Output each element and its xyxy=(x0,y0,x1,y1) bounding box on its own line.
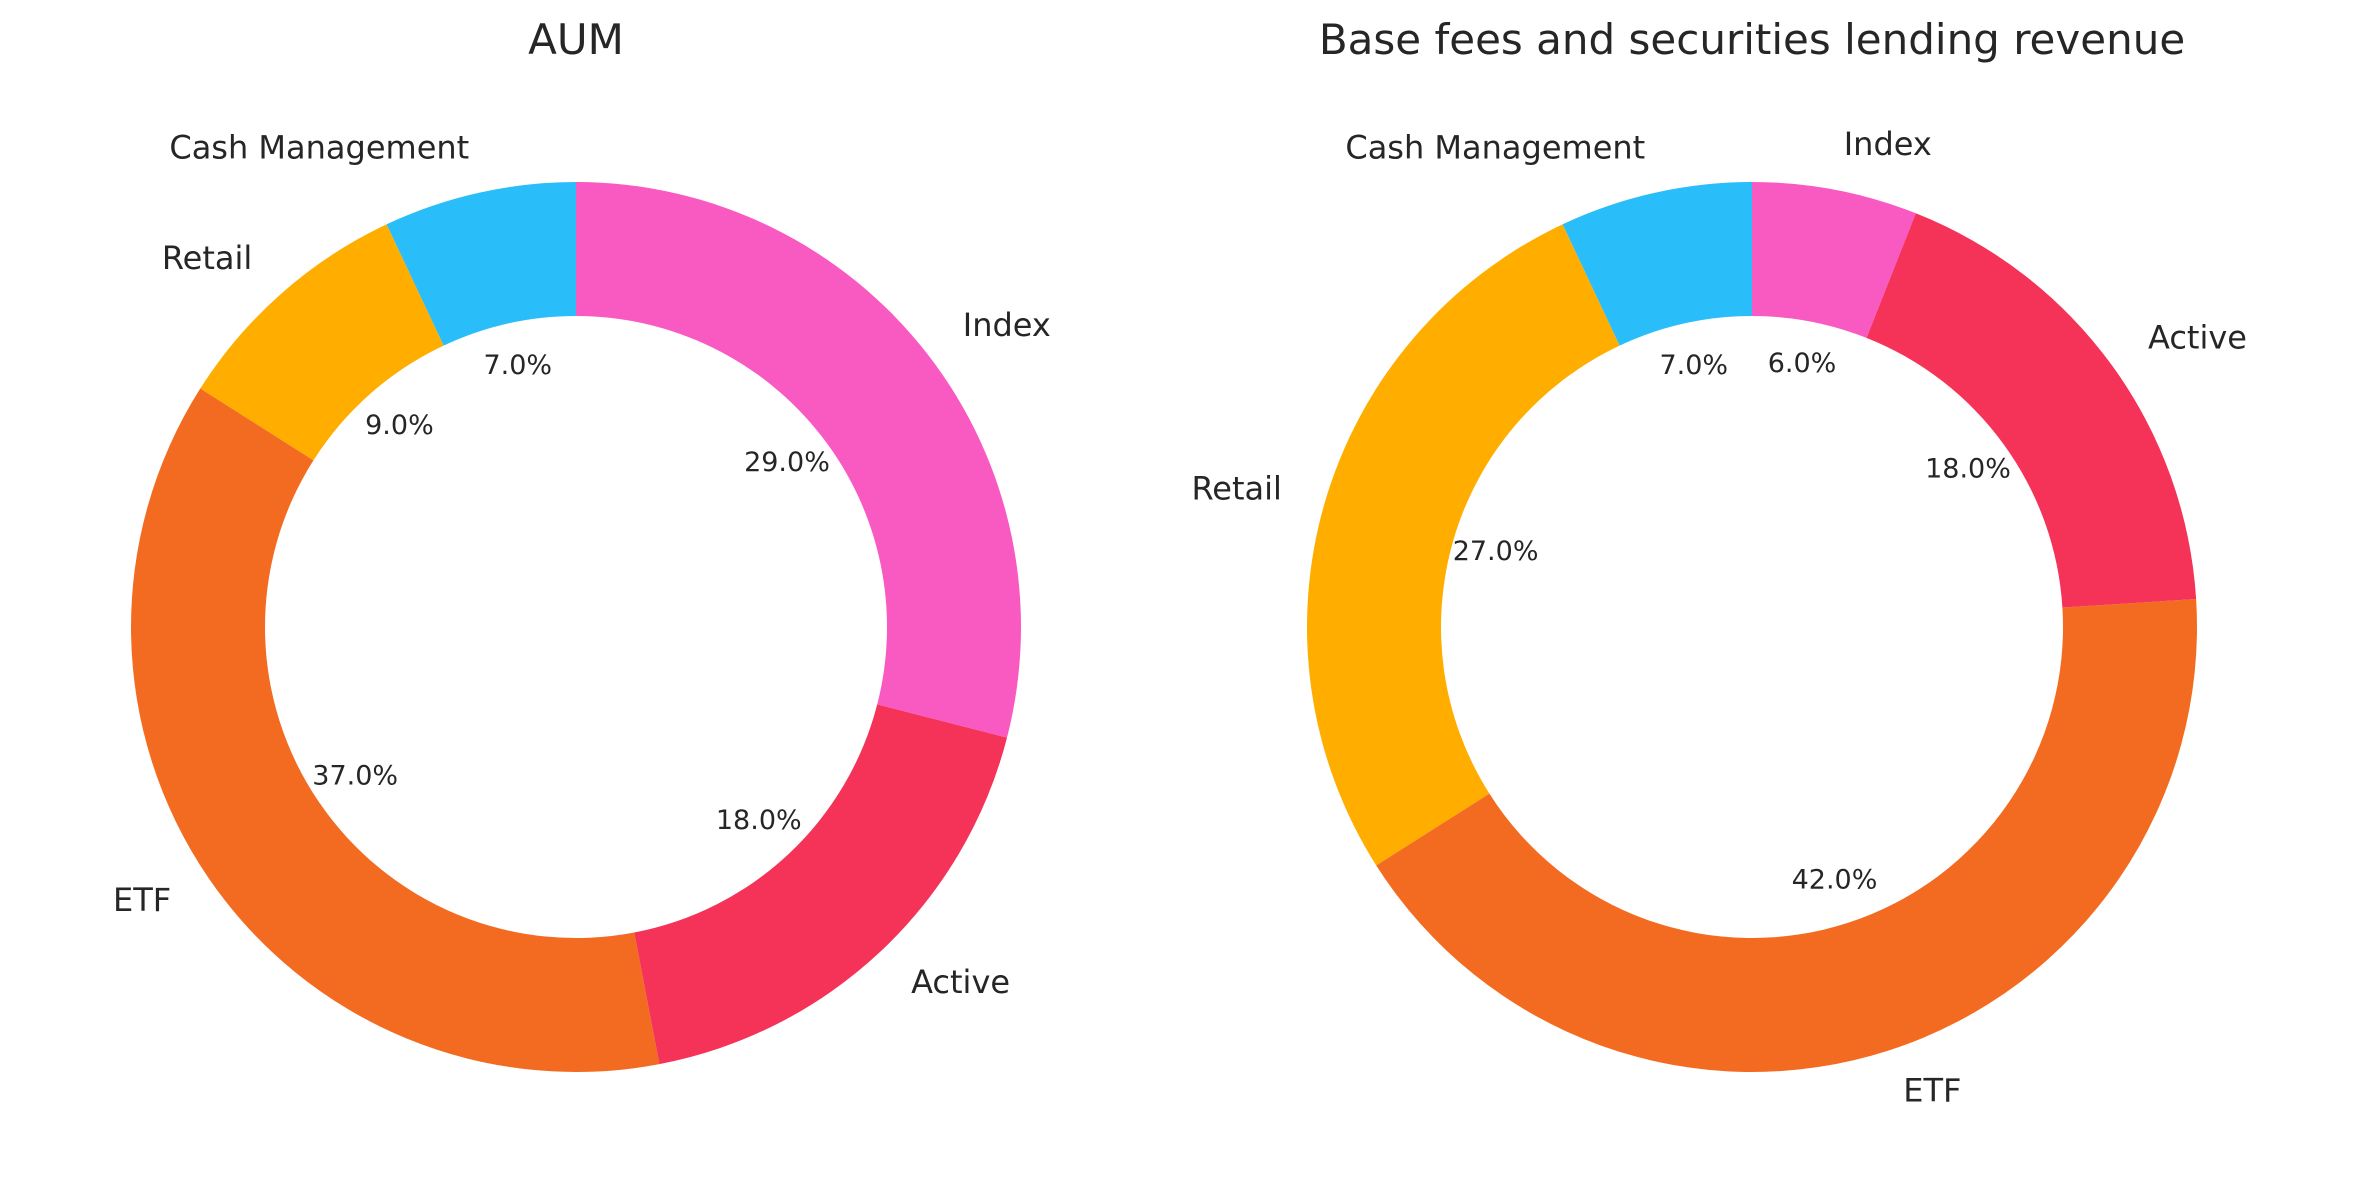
donut-slices xyxy=(1307,182,2197,1072)
slice-label-retail: Retail xyxy=(162,239,252,277)
slice-labels: Cash Management 7.0% Retail 9.0% ETF 37.0% Act… xyxy=(113,128,1051,1001)
slice-retail xyxy=(200,224,444,461)
pct-label-retail: 27.0% xyxy=(1453,536,1539,567)
slice-label-active: Active xyxy=(2148,318,2247,356)
chart-aum: AUM Cash Management 7.0% Retail 9.0% ETF 37.0… xyxy=(113,15,1051,1072)
slice-label-cash-management: Cash Management xyxy=(1345,128,1645,166)
pct-label-etf: 42.0% xyxy=(1792,864,1878,895)
slice-label-retail: Retail xyxy=(1192,469,1282,507)
slice-cash-management xyxy=(386,182,576,346)
slice-label-index: Index xyxy=(963,306,1051,344)
slice-etf xyxy=(131,388,660,1072)
chart-base-fees: Base fees and securities lending revenue… xyxy=(1192,15,2247,1110)
slice-active xyxy=(1866,213,2197,608)
chart-title: AUM xyxy=(528,15,624,64)
slice-index xyxy=(576,182,1021,738)
slice-index xyxy=(1752,182,1916,338)
donut-slices xyxy=(131,182,1021,1072)
slice-label-active: Active xyxy=(911,963,1010,1001)
slice-cash-management xyxy=(1562,182,1752,346)
pct-label-retail: 9.0% xyxy=(365,410,434,441)
chart-title: Base fees and securities lending revenue xyxy=(1319,15,2185,64)
slice-label-index: Index xyxy=(1844,125,1932,163)
pct-label-cash-management: 7.0% xyxy=(483,350,552,381)
pct-label-index: 6.0% xyxy=(1768,348,1837,379)
pct-label-cash-management: 7.0% xyxy=(1659,350,1728,381)
slice-active xyxy=(634,704,1008,1065)
slice-label-etf: ETF xyxy=(113,881,171,919)
slice-label-cash-management: Cash Management xyxy=(169,128,469,166)
slice-labels: Cash Management 7.0% Retail 27.0% ETF 42.0% Ac… xyxy=(1192,125,2247,1109)
slice-label-etf: ETF xyxy=(1903,1072,1961,1110)
slice-etf xyxy=(1376,599,2197,1072)
slice-retail xyxy=(1307,224,1620,866)
pct-label-index: 29.0% xyxy=(744,447,830,478)
pct-label-etf: 37.0% xyxy=(312,761,398,792)
pct-label-active: 18.0% xyxy=(1925,454,2011,485)
pct-label-active: 18.0% xyxy=(716,805,802,836)
